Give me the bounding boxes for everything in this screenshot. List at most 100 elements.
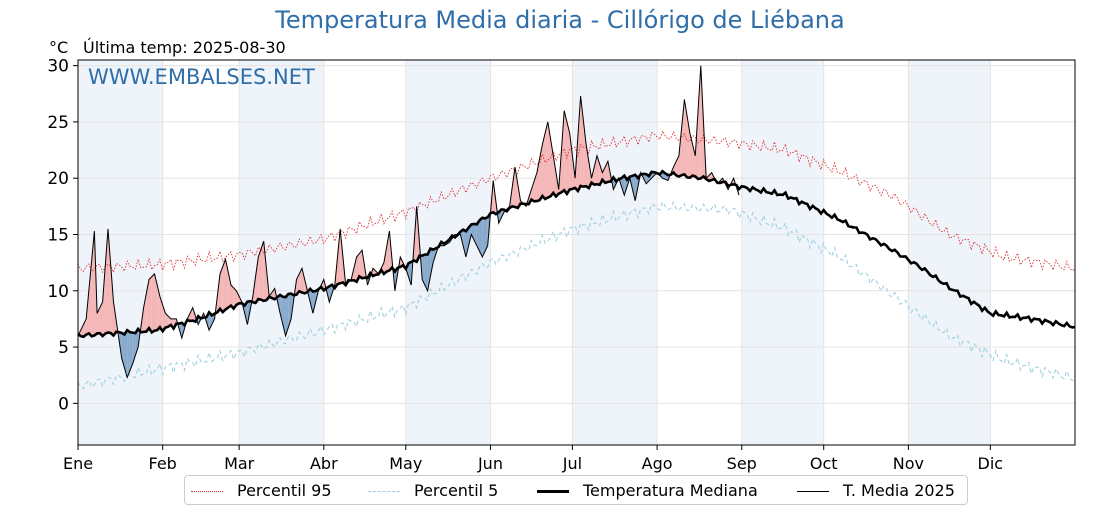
fill-above-median	[564, 110, 567, 192]
legend-swatch-2025	[797, 491, 829, 492]
series-lines	[77, 65, 1076, 390]
fill-below-median	[463, 229, 466, 258]
legend-label: T. Media 2025	[843, 481, 955, 500]
fill-above-median	[220, 266, 223, 312]
x-tick-label: Mar	[224, 454, 255, 473]
fill-above-median	[566, 121, 570, 192]
fill-above-median	[105, 228, 109, 334]
fill-above-median	[684, 99, 688, 177]
month-band	[78, 60, 163, 445]
fill-above-median	[108, 228, 111, 334]
fill-above-median	[569, 133, 573, 191]
fill-below-median	[329, 286, 333, 303]
month-band	[741, 60, 824, 445]
fill-above-median	[80, 324, 84, 336]
legend-label: Percentil 5	[414, 481, 499, 500]
x-tick-label: Dic	[978, 454, 1004, 473]
fill-above-median	[258, 249, 262, 301]
fill-below-median	[662, 173, 666, 180]
fill-above-median	[225, 259, 229, 310]
fill-below-median	[280, 296, 283, 325]
fill-above-median	[162, 304, 166, 329]
legend-swatch-p95	[191, 491, 223, 492]
fill-below-median	[288, 294, 292, 328]
fill-above-median	[545, 121, 548, 198]
series-line-2025	[77, 65, 740, 380]
legend-swatch-p5	[368, 491, 400, 492]
fill-below-median	[206, 315, 210, 331]
x-tick-label: Ago	[642, 454, 673, 473]
month-bands	[78, 60, 991, 445]
fill-below-median	[430, 249, 434, 277]
month-band	[239, 60, 324, 445]
fill-above-median	[689, 133, 693, 177]
fill-above-median	[580, 96, 584, 188]
fill-below-median	[422, 254, 425, 286]
fill-below-median	[427, 250, 431, 291]
legend-label: Temperatura Mediana	[583, 481, 758, 500]
watermark: WWW.EMBALSES.NET	[88, 65, 315, 89]
fill-below-median	[498, 210, 502, 224]
fill-below-median	[132, 331, 136, 364]
fill-below-median	[479, 219, 483, 258]
fill-above-median	[299, 268, 302, 294]
y-tick-label: 15	[47, 225, 69, 245]
fill-above-median	[583, 120, 587, 187]
fill-above-median	[515, 166, 518, 207]
fill-above-median	[386, 231, 390, 272]
fill-below-median	[127, 332, 130, 378]
fill-below-median	[632, 176, 636, 201]
fill-below-median	[433, 247, 436, 263]
x-axis-ticks: Ene Feb Mar Abr May Jun Jul Ago Sep Oct Nov Dic	[63, 445, 1003, 473]
x-tick-label: May	[389, 454, 422, 473]
fill-above-median	[228, 272, 231, 309]
x-tick-label: Feb	[149, 454, 177, 473]
fill-above-median	[271, 288, 275, 299]
fill-above-median	[539, 144, 543, 200]
fill-above-median	[586, 144, 589, 187]
fill-below-median	[476, 220, 480, 252]
series-line-median	[77, 169, 1076, 339]
fill-below-median	[135, 331, 139, 356]
fill-above-median	[255, 257, 259, 302]
fill-below-median	[624, 177, 628, 196]
fill-above-median	[337, 228, 341, 285]
plot-frame	[77, 59, 1076, 446]
fill-above-median	[236, 290, 240, 306]
fill-above-median	[165, 313, 169, 328]
fill-below-median	[465, 227, 469, 258]
last-temp-label: Última temp: 2025-08-30	[83, 38, 286, 57]
y-tick-label: 10	[47, 282, 69, 302]
x-tick-label: Sep	[727, 454, 757, 473]
fill-above-median	[88, 260, 92, 336]
fill-above-median	[154, 273, 158, 331]
fill-above-median	[83, 318, 87, 336]
legend: Percentil 95 Percentil 5 Temperatura Med…	[184, 475, 968, 505]
series-line-p5	[77, 200, 1076, 390]
x-tick-label: Ene	[63, 454, 93, 473]
fill-above-median	[692, 144, 696, 178]
fill-above-median	[553, 155, 557, 196]
x-tick-label: Oct	[810, 454, 838, 473]
fill-above-median	[274, 288, 278, 301]
fill-above-median	[97, 307, 100, 335]
fill-above-median	[110, 265, 114, 334]
fill-below-median	[424, 252, 428, 291]
fill-below-median	[244, 302, 248, 325]
y-tick-label: 5	[58, 338, 69, 358]
fill-above-median	[143, 293, 147, 332]
fill-below-median	[124, 332, 128, 378]
month-band	[572, 60, 658, 445]
fill-above-median	[512, 166, 516, 208]
fill-above-median	[261, 241, 264, 301]
fill-above-median	[149, 276, 152, 331]
y-axis-ticks: 0 5 10 15 20 25 30	[47, 57, 78, 414]
fill-below-median	[408, 262, 412, 286]
fill-above-median	[340, 228, 343, 285]
fill-above-median	[681, 99, 685, 176]
fill-below-median	[209, 314, 212, 331]
y-tick-label: 30	[47, 57, 69, 77]
fill-above-median	[700, 65, 704, 179]
y-tick-label: 20	[47, 169, 69, 189]
